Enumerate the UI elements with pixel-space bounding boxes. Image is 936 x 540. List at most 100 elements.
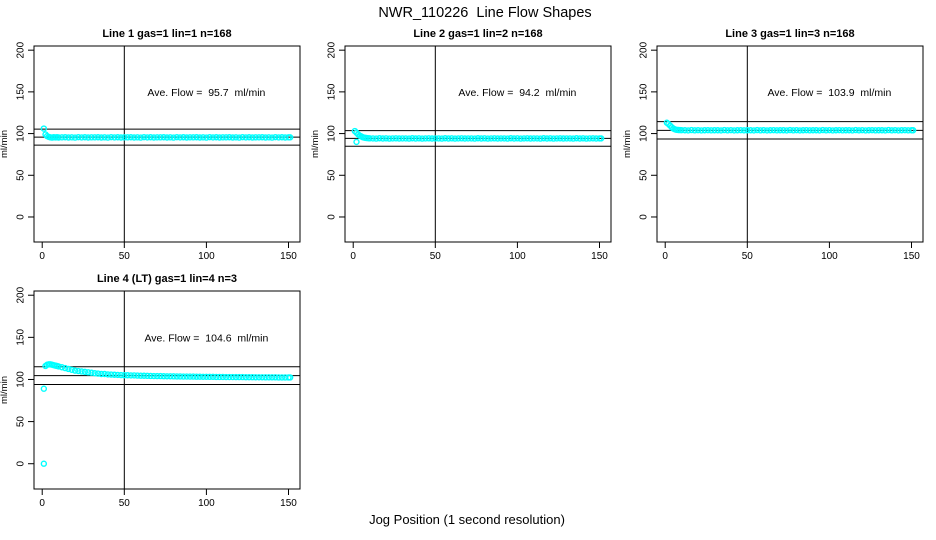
data-point [157, 134, 164, 141]
data-point [186, 373, 194, 380]
data-point [173, 373, 181, 380]
data-point [124, 372, 131, 379]
data-point [520, 135, 528, 142]
data-point [872, 127, 879, 134]
data-point [573, 135, 580, 142]
data-point [579, 135, 587, 142]
data-point [597, 135, 605, 142]
data-point [167, 373, 174, 380]
panel-title: Line 1 gas=1 lin=1 n=168 [102, 28, 231, 40]
data-point [216, 373, 223, 381]
data-point [418, 135, 426, 142]
data-point [875, 127, 882, 134]
data-point [842, 127, 850, 134]
data-point [537, 135, 544, 142]
data-point [714, 127, 721, 134]
data-point [140, 133, 148, 141]
data-point [550, 135, 557, 142]
data-point [845, 127, 853, 134]
data-point [576, 135, 584, 142]
y-tick-label: 100 [16, 371, 27, 388]
data-point [104, 134, 112, 141]
data-point [770, 126, 777, 134]
panel-2: Line 2 gas=1 lin=2 n=168 0 50 100 150 0 50 100 1… [310, 28, 612, 262]
data-point [757, 127, 764, 134]
data-point [91, 134, 98, 141]
avg-flow-annotation: Ave. Flow = 94.2 ml/min [458, 87, 576, 99]
x-tick-label: 50 [119, 251, 131, 262]
data-point [203, 373, 210, 380]
data-point [58, 134, 66, 141]
data-point [78, 134, 85, 141]
data-point [458, 135, 465, 142]
data-point [249, 134, 256, 141]
y-axis-title: ml/min [0, 376, 10, 404]
y-tick-label: 50 [327, 169, 338, 181]
data-point [750, 127, 758, 134]
data-point [163, 134, 171, 141]
data-point [71, 367, 79, 374]
data-point [793, 126, 800, 134]
data-point [740, 127, 748, 134]
data-point [137, 134, 144, 141]
data-point [395, 135, 403, 142]
data-point [262, 374, 269, 381]
panel-3: Line 3 gas=1 lin=3 n=168 0 50 100 150 0 50 100 1… [622, 28, 924, 262]
x-tick-label: 150 [903, 251, 920, 262]
x-tick-label: 100 [821, 251, 838, 262]
data-point [448, 135, 455, 142]
data-point [487, 135, 495, 142]
data-point [75, 133, 82, 141]
x-tick-label: 0 [39, 251, 45, 262]
data-point [691, 127, 698, 134]
data-point [121, 372, 128, 379]
data-point [382, 135, 390, 142]
data-point [425, 135, 432, 142]
panels-group: Line 1 gas=1 lin=1 n=168 0 50 100 150 0 50 100 1… [0, 28, 924, 509]
data-point [183, 134, 190, 141]
data-point [180, 373, 187, 380]
plot-box [656, 45, 924, 243]
data-point [717, 127, 725, 134]
data-point [81, 368, 89, 376]
data-point [68, 366, 75, 373]
data-point [65, 134, 72, 141]
data-point [163, 373, 171, 380]
data-point [104, 371, 112, 378]
data-point [468, 135, 475, 142]
data-point [190, 134, 197, 141]
data-point [510, 135, 518, 142]
data-point [438, 135, 446, 142]
data-point [494, 135, 501, 142]
data-point [147, 372, 154, 380]
data-point [865, 127, 873, 134]
data-point [556, 135, 564, 142]
data-point [783, 127, 790, 134]
data-point [91, 369, 98, 377]
data-point [701, 127, 708, 134]
data-point [144, 134, 151, 141]
data-point [780, 127, 787, 134]
data-point [190, 373, 197, 380]
data-point [222, 134, 230, 141]
data-point [547, 135, 554, 142]
data-point [422, 135, 429, 142]
data-point [242, 134, 250, 141]
data-point [366, 135, 373, 142]
data-point [369, 135, 377, 142]
data-point [885, 126, 892, 134]
data-point [268, 134, 276, 141]
plot-box [344, 45, 612, 243]
data-point [101, 370, 108, 378]
data-point [101, 134, 108, 141]
data-point [153, 134, 161, 141]
x-axis-label: Jog Position (1 second resolution) [369, 512, 565, 527]
avg-flow-annotation: Ave. Flow = 95.7 ml/min [147, 87, 265, 99]
data-point [809, 127, 817, 134]
data-point [203, 134, 210, 141]
data-point [259, 374, 266, 381]
data-point [773, 127, 781, 134]
data-point [704, 126, 712, 134]
x-tick-label: 0 [662, 251, 668, 262]
